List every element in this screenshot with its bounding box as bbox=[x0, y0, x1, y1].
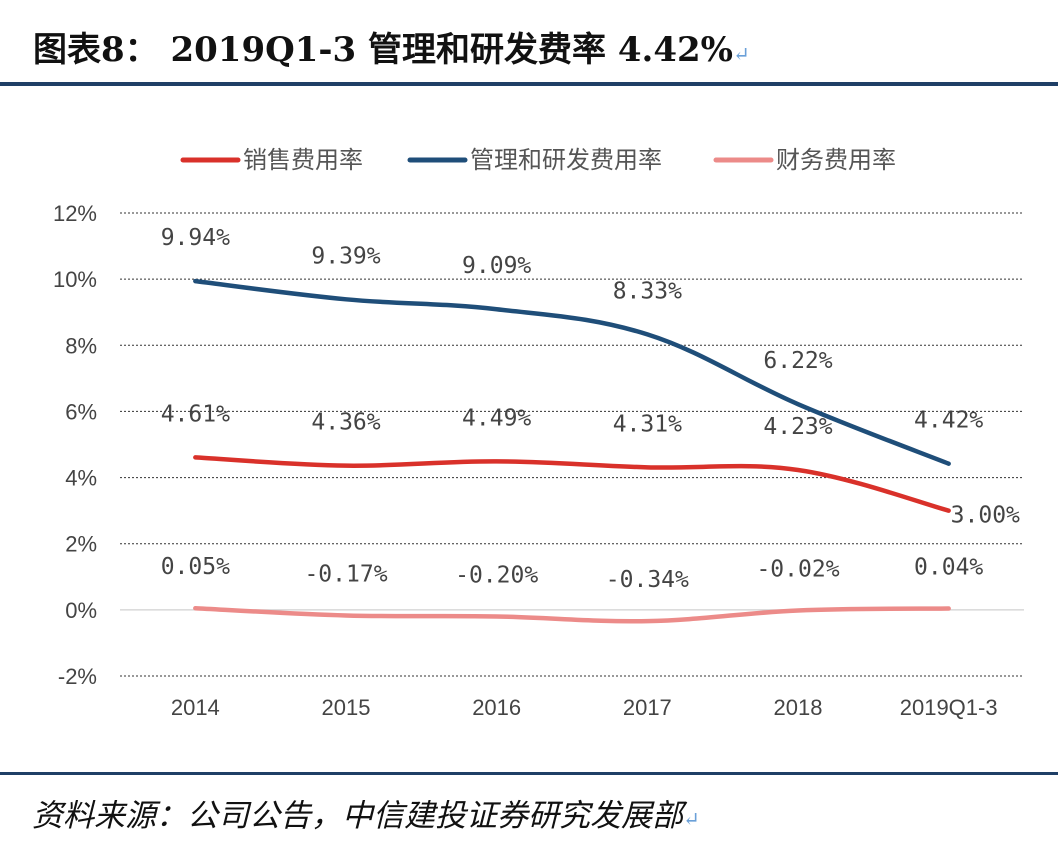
page-title: 图表8： 2019Q1-3 管理和研发费率 4.42%↵ bbox=[33, 22, 750, 71]
series-line bbox=[193, 605, 951, 624]
data-label: -0.17% bbox=[304, 561, 387, 587]
x-tick-label: 2016 bbox=[472, 695, 521, 720]
data-label: 4.61% bbox=[161, 401, 230, 427]
data-label: 0.05% bbox=[161, 554, 230, 580]
x-tick-label: 2014 bbox=[171, 695, 220, 720]
series-line bbox=[193, 455, 951, 513]
data-label: -0.02% bbox=[756, 557, 839, 583]
data-label: -0.34% bbox=[606, 567, 689, 593]
footer-divider bbox=[0, 772, 1058, 775]
y-tick-label: 10% bbox=[53, 267, 97, 292]
x-tick-label: 2017 bbox=[623, 695, 672, 720]
series-line bbox=[193, 278, 951, 466]
data-label: 6.22% bbox=[763, 348, 832, 374]
y-tick-label: 4% bbox=[65, 466, 97, 491]
data-label: 3.00% bbox=[951, 503, 1020, 529]
page-title-text: 图表8： 2019Q1-3 管理和研发费率 4.42% bbox=[33, 30, 733, 70]
return-mark-icon: ↵ bbox=[683, 807, 700, 831]
title-bar: 图表8： 2019Q1-3 管理和研发费率 4.42%↵ bbox=[0, 0, 1058, 86]
y-tick-label: 2% bbox=[65, 532, 97, 557]
y-tick-label: 8% bbox=[65, 333, 97, 358]
data-label: 4.36% bbox=[311, 410, 380, 436]
x-tick-label: 2019Q1-3 bbox=[900, 695, 998, 720]
data-label: 4.23% bbox=[763, 414, 832, 440]
legend-label: 销售费用率 bbox=[243, 146, 363, 174]
data-label: 4.31% bbox=[613, 411, 682, 437]
data-label: 9.39% bbox=[311, 243, 380, 269]
y-tick-label: 6% bbox=[65, 399, 97, 424]
y-tick-label: -2% bbox=[58, 664, 97, 689]
legend-label: 财务费用率 bbox=[776, 146, 896, 174]
y-tick-label: 0% bbox=[65, 598, 97, 623]
legend-label: 管理和研发费用率 bbox=[470, 146, 662, 174]
line-chart: -2% 0% 2% 4% 6% 8% 10% 12% 2014 2015 2016 2017 2018 2… bbox=[53, 146, 1024, 720]
data-label: 9.09% bbox=[462, 253, 531, 279]
source-note: 资料来源：公司公告，中信建投证券研究发展部↵ bbox=[32, 790, 700, 835]
data-label: 4.49% bbox=[462, 405, 531, 431]
data-label: 0.04% bbox=[914, 555, 983, 581]
data-label: 8.33% bbox=[613, 278, 682, 304]
data-label: 9.94% bbox=[161, 225, 230, 251]
x-tick-label: 2015 bbox=[322, 695, 371, 720]
y-tick-label: 12% bbox=[53, 201, 97, 226]
data-label: 4.42% bbox=[914, 408, 983, 434]
source-text: 资料来源：公司公告，中信建投证券研究发展部 bbox=[32, 798, 683, 834]
data-label: -0.20% bbox=[455, 562, 538, 588]
return-mark-icon: ↵ bbox=[732, 42, 750, 66]
x-tick-label: 2018 bbox=[774, 695, 823, 720]
